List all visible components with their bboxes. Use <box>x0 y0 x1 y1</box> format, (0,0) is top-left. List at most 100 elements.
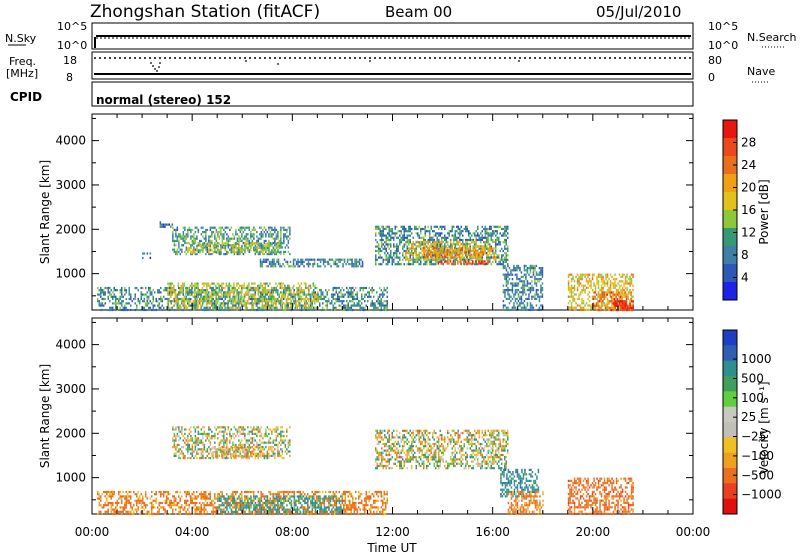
power-cell <box>185 242 188 245</box>
power-cell <box>260 291 262 294</box>
power-cell <box>397 236 399 239</box>
velocity-cell <box>178 457 180 460</box>
power-cell <box>104 291 106 294</box>
power-cell <box>181 308 183 312</box>
power-cell <box>351 260 353 263</box>
power-cell <box>420 251 422 254</box>
velocity-cell <box>218 443 221 446</box>
power-cell <box>456 243 458 246</box>
power-cell <box>624 286 627 289</box>
power-cell <box>272 249 275 252</box>
velocity-cell <box>239 430 242 433</box>
power-cell <box>504 241 506 244</box>
power-cell <box>262 260 265 263</box>
power-cell <box>215 246 218 249</box>
power-cell <box>575 275 577 278</box>
power-cell <box>299 302 301 305</box>
power-cell <box>230 302 232 305</box>
power-cell <box>381 256 383 259</box>
power-cell <box>375 260 377 264</box>
power-cell <box>468 247 470 250</box>
power-cell <box>469 247 471 250</box>
power-cell <box>188 228 191 231</box>
power-cell <box>289 260 292 263</box>
power-cell <box>162 223 165 226</box>
power-cell <box>286 237 288 240</box>
power-cell <box>399 243 401 246</box>
power-cell <box>334 293 336 296</box>
power-cell <box>507 297 509 300</box>
power-cell <box>529 275 532 278</box>
power-cell <box>588 300 591 303</box>
power-cell <box>424 249 426 252</box>
power-cell <box>493 232 495 235</box>
power-cell <box>352 263 355 266</box>
power-cell <box>427 249 429 253</box>
power-cell <box>584 291 586 294</box>
power-cell <box>176 239 179 242</box>
freq-tick-low: 8 <box>66 71 73 84</box>
power-cell <box>184 239 186 242</box>
power-cell <box>199 302 201 305</box>
power-cell <box>226 251 228 254</box>
power-cell <box>288 293 291 296</box>
power-cell <box>495 260 497 264</box>
power-cell <box>359 289 361 292</box>
power-cell <box>584 289 586 292</box>
power-cell <box>594 306 597 309</box>
power-cell <box>251 228 254 231</box>
power-cell <box>602 302 604 305</box>
power-cell <box>107 295 109 298</box>
power-cell <box>325 308 327 312</box>
power-cell <box>385 263 387 266</box>
power-cell <box>504 291 506 294</box>
power-cell <box>423 256 425 259</box>
power-cell <box>330 258 332 261</box>
power-cell <box>309 295 312 298</box>
power-cell <box>385 225 387 228</box>
velocity-cell <box>223 441 225 444</box>
power-cell <box>479 253 481 256</box>
power-cell <box>462 238 464 242</box>
power-cell <box>208 308 210 312</box>
power-cell <box>621 309 624 312</box>
power-cell <box>320 293 322 296</box>
power-cell <box>260 249 263 252</box>
power-cell <box>466 249 468 252</box>
power-cell <box>264 284 267 287</box>
power-cell <box>308 291 310 294</box>
power-cell <box>514 289 517 292</box>
power-cell <box>157 291 159 294</box>
power-cell <box>203 291 205 294</box>
power-cell <box>164 289 166 292</box>
power-cell <box>484 227 486 231</box>
power-cell <box>498 256 500 259</box>
power-cell <box>190 304 192 307</box>
power-cell <box>445 255 447 258</box>
power-cell <box>127 302 129 305</box>
power-cell <box>603 308 606 311</box>
power-cell <box>504 234 506 237</box>
power-cell <box>301 308 303 312</box>
power-cell <box>341 293 343 296</box>
power-cell <box>465 238 467 242</box>
power-cell <box>531 280 533 283</box>
power-cell <box>227 295 229 298</box>
velocity-cell <box>178 430 180 433</box>
beam-label: Beam 00 <box>385 3 452 21</box>
power-cell <box>199 251 201 254</box>
power-cell <box>221 235 224 238</box>
power-cell <box>158 306 160 309</box>
power-cell <box>427 247 429 250</box>
power-cell <box>239 226 242 229</box>
power-cell <box>170 286 172 290</box>
power-cell <box>390 252 392 255</box>
power-cell <box>444 245 446 248</box>
power-cell <box>599 275 601 278</box>
power-cell <box>195 297 198 301</box>
power-cell <box>529 304 532 307</box>
velocity-cell <box>217 437 219 440</box>
power-cell <box>280 235 282 238</box>
power-cell <box>243 293 246 296</box>
power-cell <box>257 300 259 303</box>
